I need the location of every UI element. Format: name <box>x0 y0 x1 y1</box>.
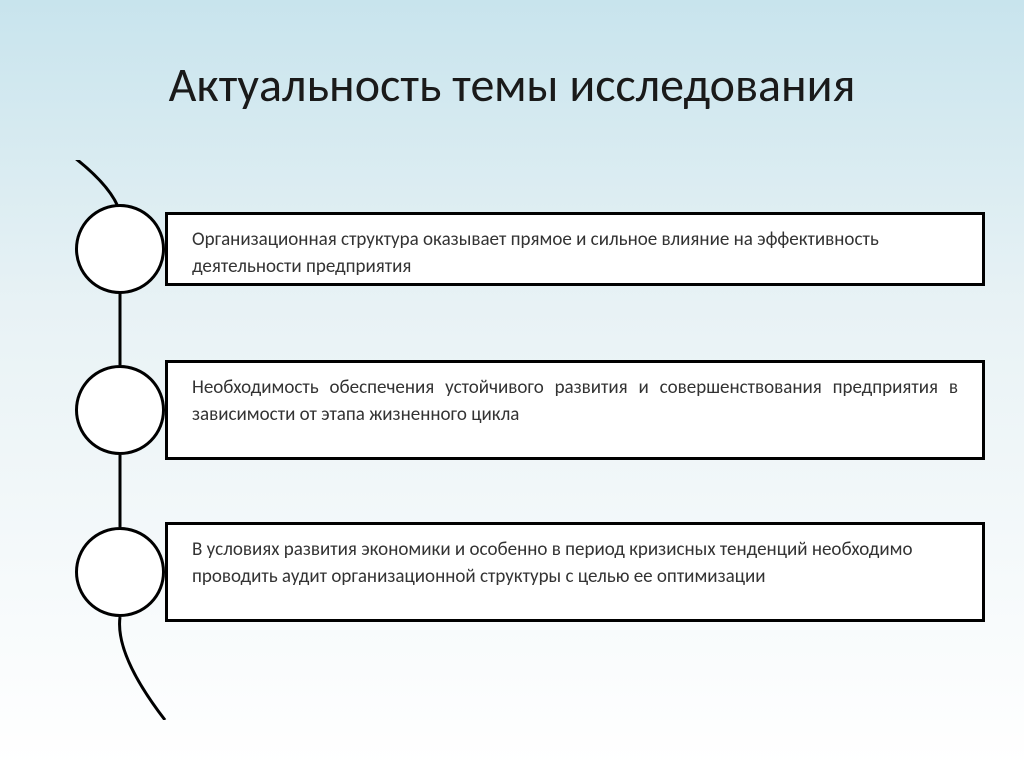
item-textbox: Необходимость обеспечения устойчивого ра… <box>165 360 985 460</box>
item-circle <box>75 365 165 455</box>
item-text: Организационная структура оказывает прям… <box>192 228 879 278</box>
item-textbox: В условиях развития экономики и особенно… <box>165 522 985 622</box>
item-circle <box>75 204 165 294</box>
slide-title: Актуальность темы исследования <box>0 0 1024 114</box>
item-text: Необходимость обеспечения устойчивого ра… <box>192 376 958 426</box>
item-circle <box>75 527 165 617</box>
item-text: В условиях развития экономики и особенно… <box>192 538 913 588</box>
process-diagram: Организационная структура оказывает прям… <box>0 160 1024 720</box>
item-textbox: Организационная структура оказывает прям… <box>165 212 985 286</box>
